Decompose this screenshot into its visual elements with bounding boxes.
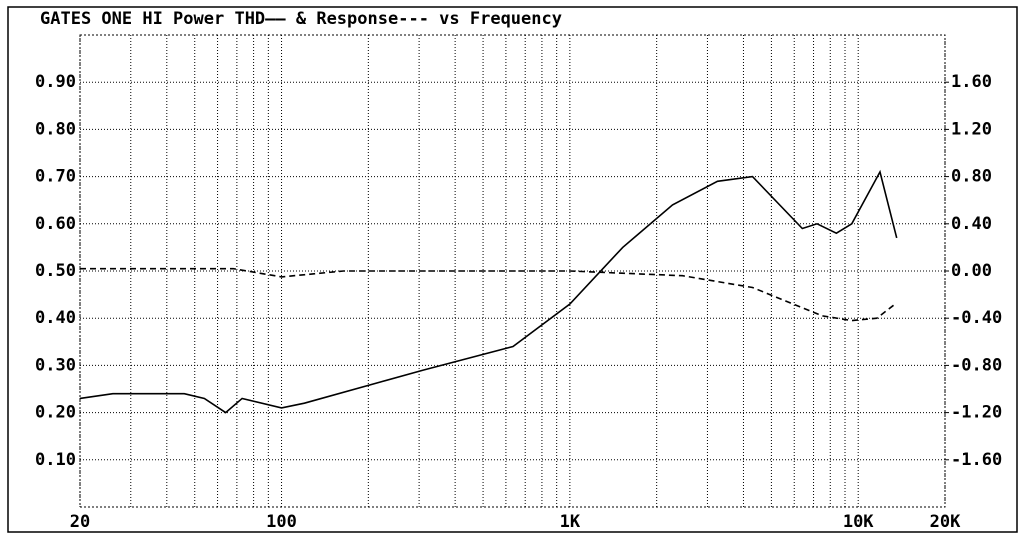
y2-tick-label: -1.60 [951, 450, 1002, 470]
y-tick-label: 0.50 [35, 261, 76, 281]
y-tick-label: 0.60 [35, 214, 76, 234]
y2-tick-label: 1.60 [951, 72, 992, 92]
x-tick-label: 1K [560, 512, 581, 532]
y2-tick-label: 0.40 [951, 214, 992, 234]
y-tick-label: 0.10 [35, 450, 76, 470]
series-line [79, 169, 898, 414]
y2-tick-label: 0.80 [951, 167, 992, 187]
y-tick-label: 0.20 [35, 403, 76, 423]
y-tick-label: 0.80 [35, 119, 76, 139]
y-tick-label: 0.30 [35, 355, 76, 375]
y-tick-label: 0.70 [35, 167, 76, 187]
y-tick-label: 0.40 [35, 308, 76, 328]
chart-border [7, 6, 1018, 533]
y2-tick-label: 1.20 [951, 119, 992, 139]
x-tick-label: 20 [70, 512, 90, 532]
x-tick-label: 20K [930, 512, 961, 532]
x-tick-label: 100 [266, 512, 297, 532]
y2-tick-label: -0.40 [951, 308, 1002, 328]
y2-tick-label: 0.00 [951, 261, 992, 281]
chart-title: GATES ONE HI Power THD—— & Response--- v… [40, 9, 562, 29]
y-tick-label: 0.90 [35, 72, 76, 92]
series-line [80, 267, 898, 322]
x-tick-label: 10K [843, 512, 874, 532]
y2-tick-label: -1.20 [951, 403, 1002, 423]
y2-tick-label: -0.80 [951, 355, 1002, 375]
